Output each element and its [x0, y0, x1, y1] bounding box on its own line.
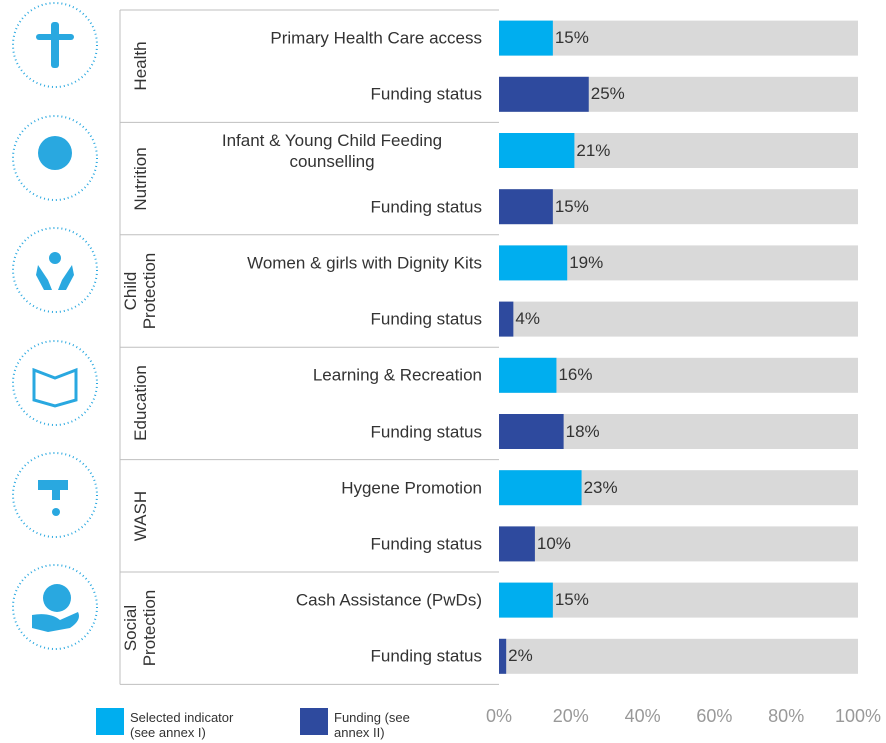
legend-label: Funding (see annex II) — [334, 710, 410, 740]
icon-nutrition — [38, 136, 72, 170]
track — [499, 189, 858, 225]
category-label-text: Funding status — [370, 309, 482, 329]
bar — [499, 357, 557, 393]
bar — [499, 582, 553, 618]
icon-circle — [12, 115, 98, 201]
bar — [499, 189, 553, 225]
x-tick-label: 80% — [768, 706, 805, 726]
x-tick-label: 20% — [552, 706, 589, 726]
value-label: 21% — [576, 140, 611, 160]
category-label: Funding status — [152, 533, 482, 554]
icon-health — [51, 22, 59, 68]
bar — [499, 638, 507, 674]
category-label: Funding status — [152, 421, 482, 442]
track — [499, 357, 858, 393]
icon-health — [36, 34, 74, 40]
x-tick-label: 100% — [834, 706, 882, 726]
icon-social — [43, 584, 71, 612]
icon-circle — [12, 564, 98, 650]
track — [499, 20, 858, 56]
category-label-text: Cash Assistance (PwDs) — [295, 590, 482, 610]
value-label: 23% — [583, 477, 618, 497]
value-label: 10% — [536, 533, 571, 553]
icon-protection — [36, 265, 74, 290]
value-label: 15% — [554, 196, 589, 216]
category-label: Infant & Young Child Feeding counselling — [152, 130, 482, 172]
x-tick-label: 40% — [624, 706, 661, 726]
icon-circle — [12, 340, 98, 426]
category-label-text: Primary Health Care access — [270, 28, 482, 48]
bar — [499, 133, 575, 168]
track — [499, 638, 858, 674]
bar — [499, 414, 564, 449]
category-label: Cash Assistance (PwDs) — [152, 590, 482, 611]
x-tick-label: 60% — [696, 706, 733, 726]
value-label: 15% — [554, 28, 589, 48]
category-label-text: Learning & Recreation — [312, 365, 482, 385]
bar — [499, 20, 553, 56]
value-label: 2% — [508, 646, 533, 666]
value-label: 4% — [515, 309, 540, 329]
icon-glyphs — [32, 22, 79, 632]
icon-protection — [49, 252, 61, 264]
icon-social — [32, 612, 79, 632]
category-label-text: Funding status — [370, 422, 482, 441]
icons — [12, 2, 98, 650]
category-label: Funding status — [152, 84, 482, 105]
legend-swatch — [300, 708, 328, 735]
icon-circle — [12, 452, 98, 538]
category-label-text: Funding status — [370, 197, 482, 217]
icon-education — [32, 367, 78, 408]
value-label: 15% — [554, 590, 589, 610]
category-label: Funding status — [152, 309, 482, 330]
category-label: Learning & Recreation — [152, 365, 482, 386]
bar — [499, 76, 589, 112]
track — [499, 301, 858, 337]
category-label: Funding status — [152, 196, 482, 217]
icon-wash — [52, 508, 60, 516]
category-label: Hygene Promotion — [152, 477, 482, 498]
icon-circle — [12, 227, 98, 313]
category-label-text: Funding status — [370, 646, 482, 666]
icon-circle — [12, 2, 98, 88]
category-label-text: Women & girls with Dignity Kits — [247, 253, 482, 273]
legend-swatch — [96, 708, 124, 735]
category-label: Primary Health Care access — [152, 28, 482, 49]
legend-label: Selected indicator (see annex I) — [130, 710, 234, 740]
icon-wash — [38, 480, 68, 500]
category-label-text: Funding status — [370, 534, 482, 554]
category-label-text: Hygene Promotion — [341, 478, 482, 498]
category-label-text: Infant & Young Child Feeding counselling — [221, 130, 443, 171]
track — [499, 526, 858, 562]
bar — [499, 526, 535, 562]
bar — [499, 301, 514, 337]
value-label: 18% — [565, 421, 600, 441]
category-label: Funding status — [152, 646, 482, 667]
value-label: 16% — [558, 365, 593, 385]
value-label: 19% — [569, 252, 604, 272]
category-label-text: Funding status — [370, 84, 482, 104]
x-tick-label: 0% — [485, 706, 513, 726]
value-label: 25% — [590, 84, 625, 104]
track — [499, 582, 858, 618]
bar — [499, 470, 582, 506]
bar — [499, 245, 568, 281]
category-label: Women & girls with Dignity Kits — [152, 252, 482, 273]
